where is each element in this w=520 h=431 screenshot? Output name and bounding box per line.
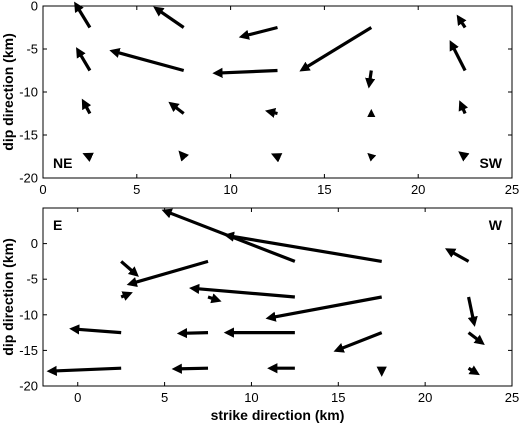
vector-arrow	[467, 331, 485, 345]
vector-arrow	[265, 295, 383, 322]
vector-arrow	[171, 363, 209, 374]
x-tick-label: 5	[133, 182, 140, 197]
vector-arrow	[207, 293, 222, 304]
vector-arrow	[265, 107, 278, 118]
vector-arrow	[46, 365, 122, 376]
panel-bottom-e-w: 0 5 10 15 20 25 0 -5 -10 -15 -20 dip direction (km)…	[0, 207, 519, 423]
corner-label-left: E	[53, 217, 62, 233]
y-tick-label: -15	[19, 343, 38, 358]
vector-arrow	[467, 365, 480, 376]
vector-arrow	[365, 70, 376, 89]
y-tick-label: -10	[19, 307, 38, 322]
vector-arrow	[69, 324, 122, 335]
y-tick-label: -20	[19, 171, 38, 186]
vector-arrow	[449, 40, 467, 72]
x-tick-label: 15	[317, 182, 331, 197]
vector-arrow	[367, 152, 377, 162]
y-tick-label: 0	[31, 0, 38, 14]
vector-arrow	[458, 151, 470, 162]
vector-arrow	[189, 283, 296, 299]
corner-label-left: NE	[53, 155, 72, 171]
vector-arrow	[76, 47, 92, 72]
vector-arrow	[109, 47, 185, 73]
vector-arrow	[153, 6, 185, 29]
vector-arrow	[238, 25, 278, 40]
vector-arrow	[82, 152, 94, 162]
y-tick-label: -5	[26, 42, 38, 57]
y-tick-label: 0	[31, 236, 38, 251]
vector-arrow	[212, 67, 278, 78]
x-tick-label: 25	[505, 182, 519, 197]
corner-label-right: SW	[479, 155, 502, 171]
axes-frame	[42, 5, 513, 179]
x-tick-label: 15	[331, 390, 345, 405]
y-tick-label: -5	[26, 272, 38, 287]
x-tick-label: 0	[39, 182, 46, 197]
x-tick-label: 0	[74, 390, 81, 405]
vector-arrow	[74, 1, 92, 29]
vector-arrow	[456, 14, 467, 29]
x-tick-label: 20	[418, 390, 432, 405]
y-tick-label: -15	[19, 128, 38, 143]
corner-label-right: W	[489, 217, 503, 233]
vector-arrow	[444, 248, 470, 263]
vector-arrow	[333, 331, 383, 353]
vector-arrow	[126, 259, 209, 287]
x-tick-label: 20	[411, 182, 425, 197]
x-tick-label: 5	[161, 390, 168, 405]
axes-frame	[42, 207, 513, 387]
vector-arrow	[168, 101, 185, 115]
y-axis-label: dip direction (km)	[0, 238, 16, 355]
vector-arrow	[299, 26, 373, 72]
vector-arrow	[81, 98, 92, 115]
vector-arrow	[223, 231, 382, 263]
y-axis-label: dip direction (km)	[0, 33, 16, 150]
y-tick-label: -20	[19, 379, 38, 394]
x-tick-label: 10	[223, 182, 237, 197]
vector-arrow	[467, 296, 478, 327]
x-tick-label: 25	[505, 390, 519, 405]
x-tick-label: 10	[244, 390, 258, 405]
y-tick-label: -10	[19, 85, 38, 100]
vector-arrow	[176, 328, 209, 339]
vector-arrow	[458, 100, 469, 115]
panel-top-ne-sw: 0 5 10 15 20 25 0 -5 -10 -15 -20 dip direction (km)…	[0, 0, 519, 197]
x-axis-label: strike direction (km)	[211, 407, 345, 423]
vector-arrow	[270, 153, 283, 163]
vector-arrow	[120, 260, 139, 277]
vector-arrow	[120, 291, 133, 301]
vector-arrow	[178, 150, 190, 162]
